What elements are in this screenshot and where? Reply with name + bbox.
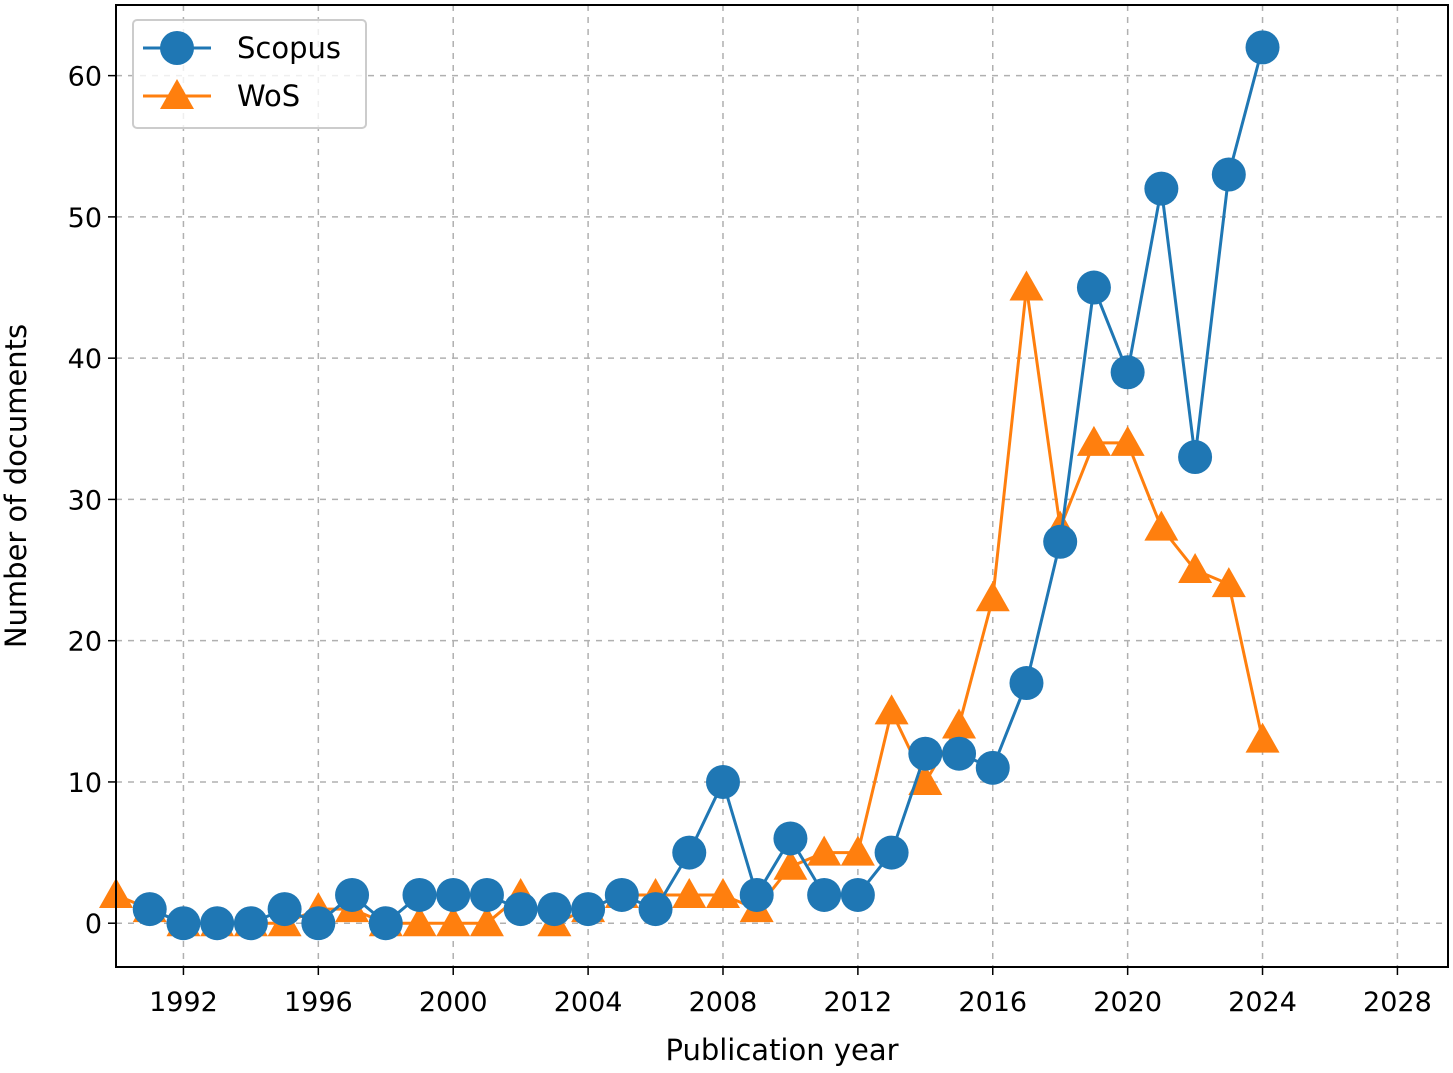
y-tick-label: 10 bbox=[68, 768, 102, 799]
legend: Scopus WoS bbox=[132, 19, 367, 129]
x-axis: 1992 1996 2000 2004 2008 2012 2016 2020 2024 2028 bbox=[149, 967, 1432, 1018]
scopus-point bbox=[503, 892, 538, 927]
scopus-line bbox=[149, 46, 1264, 926]
scopus-point bbox=[132, 892, 167, 927]
scopus-point bbox=[402, 877, 437, 912]
y-axis: 0 10 20 30 40 50 60 bbox=[68, 62, 116, 940]
wos-point bbox=[1144, 510, 1179, 541]
wos-point bbox=[1076, 425, 1111, 456]
y-tick-label: 40 bbox=[68, 344, 102, 375]
x-tick-label: 2024 bbox=[1228, 987, 1297, 1018]
x-tick-label: 2020 bbox=[1093, 987, 1162, 1018]
scopus-point bbox=[200, 906, 235, 941]
wos-point bbox=[807, 835, 842, 866]
wos-point bbox=[1245, 722, 1280, 753]
scopus-point bbox=[975, 750, 1010, 785]
scopus-point bbox=[233, 906, 268, 941]
scopus-point bbox=[1110, 355, 1145, 390]
legend-marker-scopus bbox=[160, 31, 194, 65]
scopus-point bbox=[1211, 157, 1246, 192]
scopus-point bbox=[436, 877, 471, 912]
wos-point bbox=[469, 906, 504, 937]
plot-frame bbox=[115, 4, 1449, 968]
scopus-point bbox=[1009, 666, 1044, 701]
x-tick-label: 2004 bbox=[554, 987, 623, 1018]
x-tick-label: 2000 bbox=[419, 987, 488, 1018]
scopus-point bbox=[301, 906, 336, 941]
x-tick-label: 1996 bbox=[284, 987, 353, 1018]
scopus-point bbox=[1178, 440, 1213, 475]
x-tick-label: 2008 bbox=[689, 987, 758, 1018]
scopus-point bbox=[267, 892, 302, 927]
wos-point bbox=[402, 906, 437, 937]
scopus-point bbox=[1076, 270, 1111, 305]
x-axis-label: Publication year bbox=[665, 1033, 898, 1067]
y-tick-label: 0 bbox=[85, 909, 102, 940]
wos-point bbox=[436, 906, 471, 937]
y-axis-label: Number of documents bbox=[0, 324, 33, 648]
scopus-point bbox=[469, 877, 504, 912]
legend-label-wos: WoS bbox=[237, 79, 300, 113]
x-tick-label: 2028 bbox=[1363, 987, 1432, 1018]
y-tick-label: 20 bbox=[68, 627, 102, 658]
wos-point bbox=[942, 708, 977, 739]
scopus-point bbox=[874, 835, 909, 870]
wos-point bbox=[908, 764, 943, 795]
wos-point bbox=[672, 877, 707, 908]
x-tick-label: 2016 bbox=[958, 987, 1027, 1018]
wos-point bbox=[1009, 270, 1044, 301]
scopus-point bbox=[335, 877, 370, 912]
y-tick-label: 60 bbox=[68, 62, 102, 93]
scopus-point bbox=[908, 736, 943, 771]
legend-label-scopus: Scopus bbox=[237, 31, 341, 65]
y-tick-label: 30 bbox=[68, 485, 102, 516]
wos-point bbox=[840, 835, 875, 866]
series-layer bbox=[99, 30, 1280, 941]
scopus-point bbox=[942, 736, 977, 771]
wos-point bbox=[1178, 553, 1213, 584]
scopus-point bbox=[571, 892, 606, 927]
legend-marker-wos bbox=[160, 79, 194, 109]
scopus-point bbox=[773, 821, 808, 856]
wos-point bbox=[773, 849, 808, 880]
grid bbox=[116, 5, 1448, 967]
scopus-point bbox=[1144, 171, 1179, 206]
wos-point bbox=[1110, 425, 1145, 456]
scopus-point bbox=[537, 892, 572, 927]
scopus-point bbox=[1043, 524, 1078, 559]
wos-point bbox=[975, 581, 1010, 612]
scopus-point bbox=[705, 764, 740, 799]
scopus-point bbox=[368, 906, 403, 941]
scopus-point bbox=[807, 877, 842, 912]
scopus-point bbox=[166, 906, 201, 941]
wos-point bbox=[874, 694, 909, 725]
wos-point bbox=[705, 877, 740, 908]
x-tick-label: 1992 bbox=[149, 987, 218, 1018]
series-scopus bbox=[132, 30, 1280, 941]
scopus-point bbox=[840, 877, 875, 912]
scopus-point bbox=[672, 835, 707, 870]
wos-line bbox=[115, 287, 1264, 925]
x-tick-label: 2012 bbox=[824, 987, 893, 1018]
scopus-point bbox=[739, 877, 774, 912]
y-tick-label: 50 bbox=[68, 203, 102, 234]
wos-point bbox=[1211, 567, 1246, 598]
scopus-point bbox=[1245, 30, 1280, 65]
scopus-point bbox=[638, 892, 673, 927]
scopus-point bbox=[604, 877, 639, 912]
